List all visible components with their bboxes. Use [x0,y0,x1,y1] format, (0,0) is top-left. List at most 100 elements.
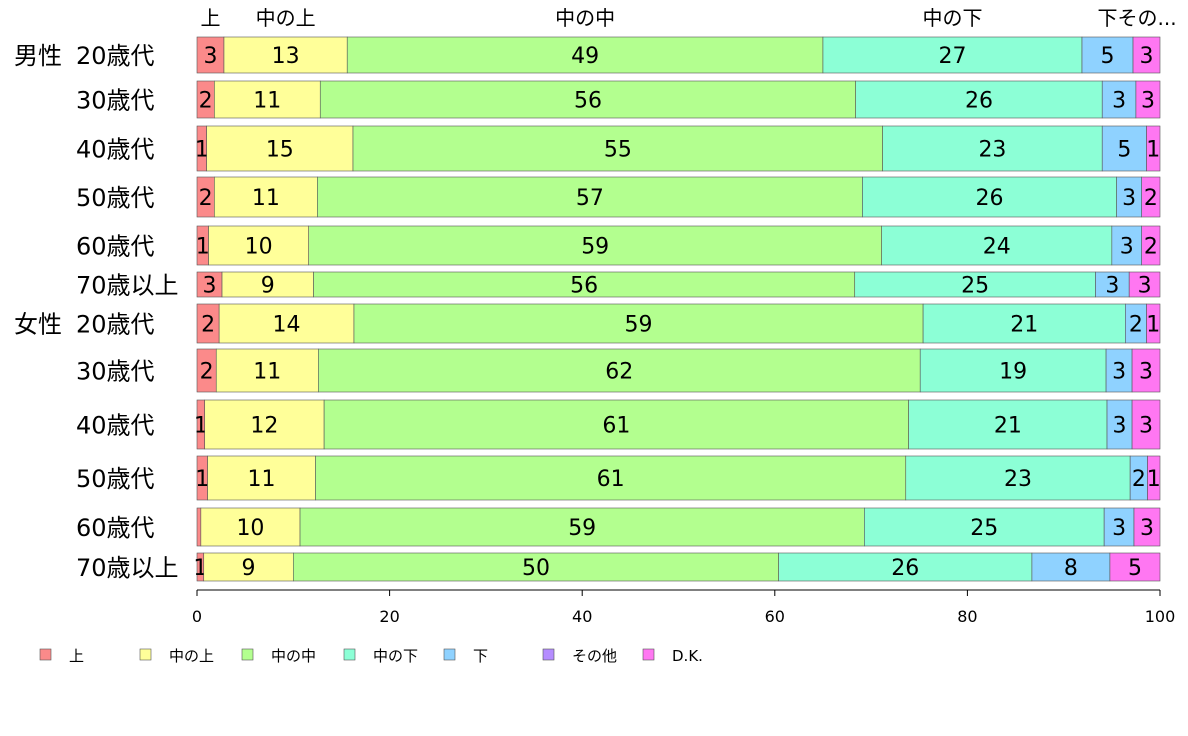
x-tick-label: 20 [379,607,399,626]
legend-swatch [139,648,152,661]
bar-segment [922,303,1126,344]
data-label: 1 [1147,467,1161,492]
bar-segment [1103,507,1135,547]
category-label: 20歳代 [76,311,155,339]
bar-segment [1141,225,1161,266]
legend-label: 下 [473,647,488,665]
bar-segment [292,552,779,582]
data-label: 3 [1105,274,1119,299]
data-label: 1 [195,467,209,492]
data-label: 23 [978,138,1006,163]
legend-item: 中の下 [343,647,418,665]
bar-segment [1109,552,1161,582]
bar-segment [208,225,310,266]
x-tick-label: 80 [957,607,977,626]
category-label: 30歳代 [76,87,155,115]
data-label: 11 [252,186,280,211]
bar-segment [1131,399,1161,450]
bar-segment [313,271,856,298]
data-label: 24 [983,235,1011,260]
data-label: 59 [625,313,653,338]
group-label: 男性 [14,42,62,70]
x-tick-label: 40 [572,607,592,626]
bar-segment [1128,271,1161,298]
data-label: 3 [203,274,217,299]
bar-segment [864,507,1105,547]
data-label: 59 [581,235,609,260]
bar-row: 10 59 25 3 3 [196,507,1161,547]
data-label: 26 [891,556,919,581]
bar-segment [862,176,1117,218]
data-label: 25 [970,516,998,541]
data-label: 14 [273,313,301,338]
data-label: 15 [266,138,294,163]
bar-segment [1133,507,1161,547]
bar-segment [223,36,348,74]
data-label: 5 [1117,138,1131,163]
bar-segment [882,125,1103,172]
data-label: 21 [1010,313,1038,338]
bar-segment [1101,125,1147,172]
legend-item: 上 [39,647,84,665]
bar-segment [221,271,314,298]
data-label: 56 [570,274,598,299]
bar-row: 1 10 59 24 3 2 [196,225,1161,266]
bar-segment [204,399,325,450]
bar-row: 2 14 59 21 2 1 [196,303,1161,344]
data-label: 50 [522,556,550,581]
data-label: 23 [1004,467,1032,492]
bar-segment [1132,36,1161,74]
bars-layer: 3 13 49 27 5 32 11 56 26 3 31 15 55 23 5 12 11 57 26 3 21 10 5… [193,36,1161,582]
data-label: 26 [965,89,993,114]
data-label: 3 [1122,186,1136,211]
category-label: 60歳代 [76,514,155,542]
data-label: 5 [1128,556,1142,581]
data-label: 2 [199,186,213,211]
bar-segment [214,80,321,119]
data-label: 1 [195,138,209,163]
legend-swatch [241,648,254,661]
legend-label: 上 [69,647,84,665]
data-label: 27 [938,44,966,69]
data-label: 25 [961,274,989,299]
x-axis: 0 20 40 60 80 100 [192,589,1176,626]
bar-segment [352,125,883,172]
data-label: 12 [250,414,278,439]
bar-segment [1111,225,1143,266]
bar-segment [323,399,909,450]
data-label: 13 [272,44,300,69]
bar-segment [1141,176,1161,218]
legend-item: 中の中 [241,647,316,665]
x-tick-label: 100 [1145,607,1176,626]
bar-row: 1 11 61 23 2 1 [195,455,1161,501]
series-top-label: 下 [1098,6,1118,30]
bar-segment [822,36,1083,74]
data-label: 2 [1129,313,1143,338]
category-label: 50歳代 [76,184,155,212]
data-label: 2 [1132,467,1146,492]
series-top-label: 中の上 [256,6,316,30]
data-label: 10 [245,235,273,260]
bar-segment [200,507,301,547]
bar-segment [315,455,907,501]
data-label: 49 [571,44,599,69]
group-label: 女性 [14,311,62,339]
legend-swatch [642,648,655,661]
data-label: 1 [1146,138,1160,163]
data-label: 9 [242,556,256,581]
data-label: 2 [1144,235,1158,260]
data-label: 26 [976,186,1004,211]
data-label: 61 [602,414,630,439]
data-label: 3 [1120,235,1134,260]
data-label: 3 [1139,360,1153,385]
data-label: 3 [1141,89,1155,114]
data-label: 2 [1144,186,1158,211]
data-label: 3 [1139,414,1153,439]
bar-segment [908,399,1108,450]
legend-item: 下 [443,647,488,665]
bar-segment [855,80,1103,119]
data-label: 3 [1140,44,1154,69]
legend-label: 中の中 [271,647,316,665]
bar-segment [1131,348,1161,393]
bar-segment [207,455,316,501]
